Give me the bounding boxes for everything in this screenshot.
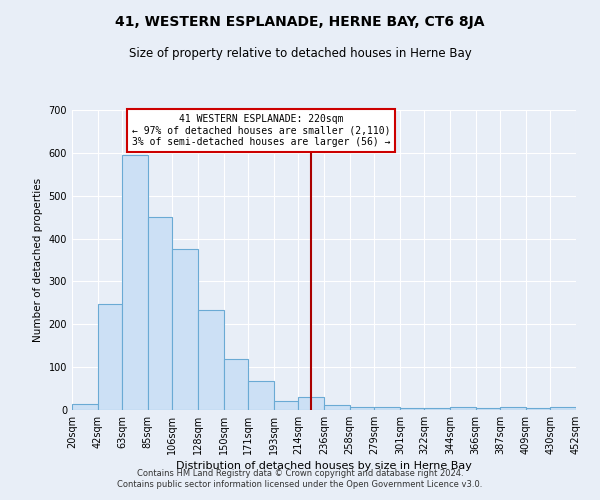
Bar [550,406,576,410]
Bar [324,405,350,410]
Bar [274,400,298,410]
Bar [400,408,424,410]
X-axis label: Distribution of detached houses by size in Herne Bay: Distribution of detached houses by size … [176,461,472,471]
Bar [424,408,450,410]
Bar [148,217,172,410]
Bar [350,406,374,410]
Bar [198,310,224,410]
Y-axis label: Number of detached properties: Number of detached properties [33,178,43,342]
Text: 41, WESTERN ESPLANADE, HERNE BAY, CT6 8JA: 41, WESTERN ESPLANADE, HERNE BAY, CT6 8J… [115,15,485,29]
Bar [172,250,198,410]
Bar [374,408,400,410]
Bar [248,381,274,410]
Bar [476,408,500,410]
Text: Contains HM Land Registry data © Crown copyright and database right 2024.: Contains HM Land Registry data © Crown c… [137,468,463,477]
Text: Contains public sector information licensed under the Open Government Licence v3: Contains public sector information licen… [118,480,482,489]
Text: Size of property relative to detached houses in Herne Bay: Size of property relative to detached ho… [128,48,472,60]
Text: 41 WESTERN ESPLANADE: 220sqm
← 97% of detached houses are smaller (2,110)
3% of : 41 WESTERN ESPLANADE: 220sqm ← 97% of de… [132,114,390,148]
Bar [122,155,148,410]
Bar [500,408,526,410]
Bar [526,408,550,410]
Bar [72,404,98,410]
Bar [224,358,248,410]
Bar [98,304,122,410]
Bar [450,408,476,410]
Bar [298,397,324,410]
